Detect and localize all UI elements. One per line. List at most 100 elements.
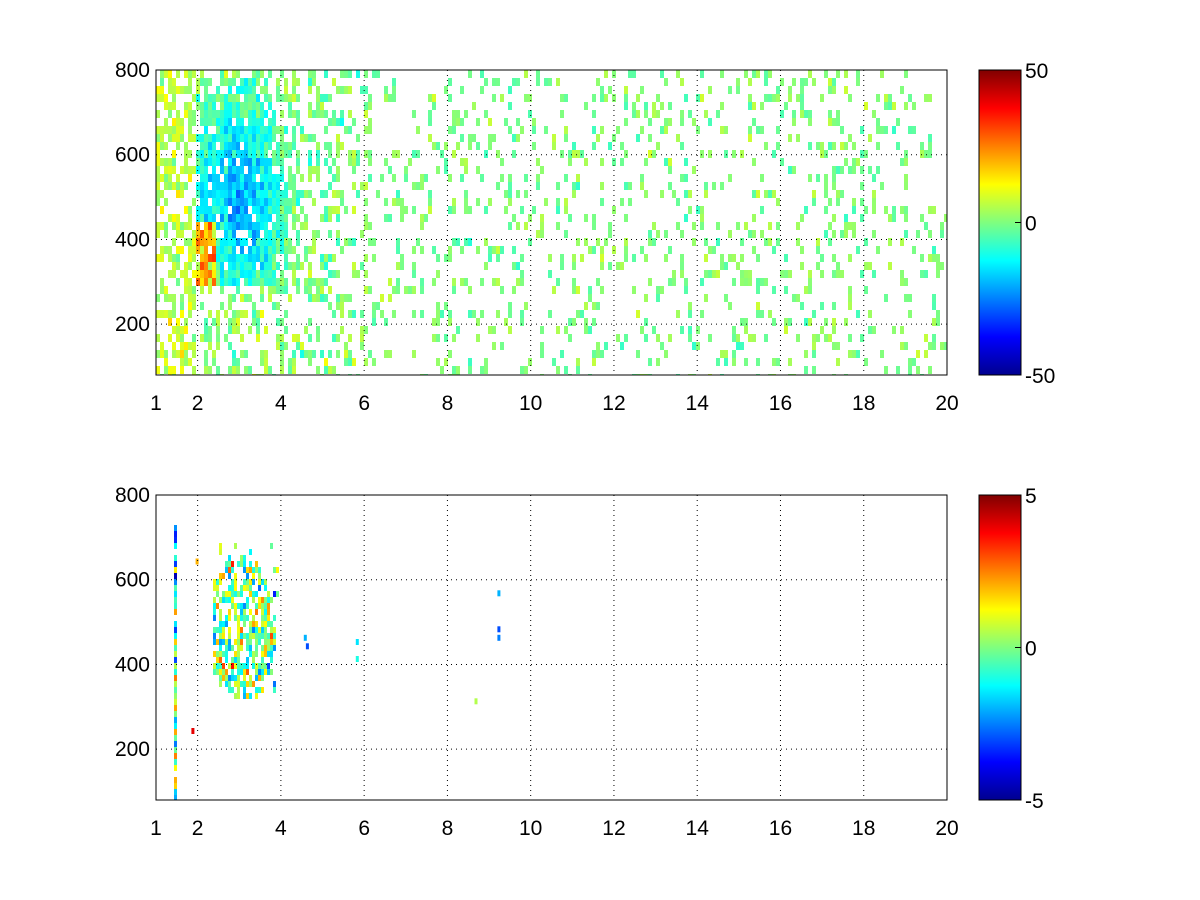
heatmap-cell xyxy=(856,158,860,166)
heatmap-cell xyxy=(768,222,772,230)
heatmap-cell xyxy=(252,134,256,142)
heatmap-cell xyxy=(174,543,177,549)
heatmap-cell xyxy=(237,651,240,657)
heatmap-cell xyxy=(720,126,724,134)
heatmap-cell xyxy=(600,158,604,166)
heatmap-cell xyxy=(228,270,232,278)
heatmap-cell xyxy=(264,150,268,158)
heatmap-cell xyxy=(804,110,808,118)
heatmap-cell xyxy=(248,190,252,198)
heatmap-cell xyxy=(336,134,340,142)
heatmap-cell xyxy=(184,182,188,190)
heatmap-cell xyxy=(364,326,368,334)
colorbar-tick-labels: 50-5 xyxy=(1015,485,1044,813)
heatmap-cell xyxy=(920,270,924,278)
heatmap-cell xyxy=(624,246,628,254)
heatmap-cell xyxy=(412,110,416,118)
heatmap-cell xyxy=(864,286,868,294)
heatmap-cell xyxy=(280,190,284,198)
heatmap-cell xyxy=(868,134,872,142)
heatmap-cell xyxy=(804,350,808,358)
heatmap-cell xyxy=(216,150,220,158)
heatmap-cell xyxy=(288,150,292,158)
heatmap-cell xyxy=(264,579,267,585)
heatmap-cell xyxy=(764,142,768,150)
heatmap-cell xyxy=(255,621,258,627)
heatmap-cell xyxy=(212,358,216,366)
heatmap-cell xyxy=(588,246,592,254)
heatmap-cell xyxy=(404,166,408,174)
heatmap-cell xyxy=(240,222,244,230)
heatmap-cell xyxy=(420,246,424,254)
heatmap-cell xyxy=(884,102,888,110)
heatmap-cell xyxy=(384,94,388,102)
heatmap-cell xyxy=(588,286,592,294)
heatmap-cell xyxy=(352,166,356,174)
heatmap-cell xyxy=(172,126,176,134)
heatmap-cell xyxy=(516,118,520,126)
heatmap-cell xyxy=(324,278,328,286)
heatmap-cell xyxy=(174,663,177,669)
heatmap-cell xyxy=(164,118,168,126)
heatmap-cell xyxy=(264,585,267,591)
heatmap-cell xyxy=(688,302,692,310)
heatmap-cell xyxy=(776,86,780,94)
heatmap-cell xyxy=(536,230,540,238)
heatmap-cell xyxy=(720,70,724,78)
heatmap-cell xyxy=(836,342,840,350)
heatmap-cell xyxy=(856,350,860,358)
heatmap-cell xyxy=(444,302,448,310)
heatmap-cell xyxy=(264,134,268,142)
heatmap-cell xyxy=(816,246,820,254)
heatmap-cell xyxy=(644,318,648,326)
heatmap-cell xyxy=(748,334,752,342)
heatmap-cell xyxy=(776,94,780,102)
heatmap-cell xyxy=(220,118,224,126)
heatmap-cell xyxy=(196,94,200,102)
heatmap-cell xyxy=(216,585,219,591)
heatmap-cell xyxy=(208,206,212,214)
heatmap-cell xyxy=(352,310,356,318)
heatmap-cell xyxy=(308,78,312,86)
heatmap-cell xyxy=(308,102,312,110)
heatmap-cell xyxy=(332,334,336,342)
heatmap-cell xyxy=(174,795,177,800)
heatmap-cell xyxy=(228,633,231,639)
heatmap-cell xyxy=(828,118,832,126)
heatmap-cell xyxy=(240,663,243,669)
heatmap-cell xyxy=(300,222,304,230)
heatmap-cell xyxy=(240,86,244,94)
heatmap-cell xyxy=(608,86,612,94)
heatmap-cell xyxy=(219,669,222,675)
heatmap-cell xyxy=(219,609,222,615)
heatmap-cell xyxy=(168,78,172,86)
heatmap-cell xyxy=(200,254,204,262)
heatmap-cell xyxy=(324,142,328,150)
heatmap-cell xyxy=(228,585,231,591)
heatmap-cell xyxy=(328,166,332,174)
x-tick-label: 16 xyxy=(769,392,792,415)
heatmap-cell xyxy=(200,286,204,294)
heatmap-cell xyxy=(246,573,249,579)
heatmap-cell xyxy=(256,270,260,278)
heatmap-cell xyxy=(940,262,944,270)
heatmap-cell xyxy=(732,278,736,286)
heatmap-cell xyxy=(208,102,212,110)
heatmap-cell xyxy=(344,294,348,302)
heatmap-cell xyxy=(180,310,184,318)
heatmap-cell xyxy=(228,294,232,302)
heatmap-cell xyxy=(592,246,596,254)
heatmap-cell xyxy=(204,262,208,270)
heatmap-cell xyxy=(652,326,656,334)
heatmap-cell xyxy=(644,334,648,342)
heatmap-cell xyxy=(270,657,273,663)
heatmap-cell xyxy=(248,198,252,206)
heatmap-cell xyxy=(246,663,249,669)
heatmap-cell xyxy=(348,358,352,366)
heatmap-cell xyxy=(237,687,240,693)
heatmap-cell xyxy=(904,294,908,302)
heatmap-cell xyxy=(292,222,296,230)
heatmap-cell xyxy=(248,246,252,254)
heatmap-cell xyxy=(212,182,216,190)
heatmap-cell xyxy=(736,78,740,86)
